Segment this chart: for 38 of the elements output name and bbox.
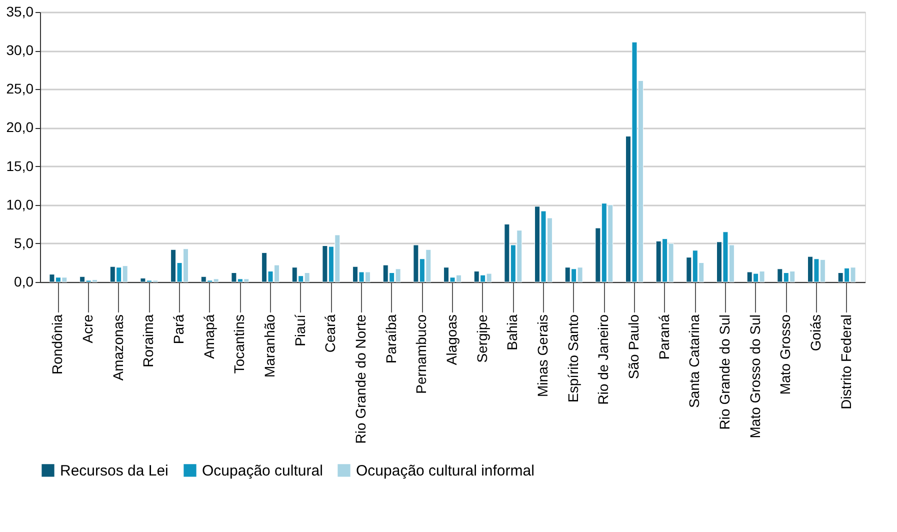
x-tick-label: Acre bbox=[80, 314, 96, 344]
x-tick-label: Espírito Santo bbox=[564, 314, 581, 402]
x-tick-label: Bahia bbox=[504, 314, 520, 350]
y-tick-label: 20,0 bbox=[6, 119, 34, 136]
x-tick-label: Amapá bbox=[200, 314, 217, 359]
x-tick-label: Roraima bbox=[140, 314, 156, 368]
x-tick-label: Paraná bbox=[656, 314, 672, 360]
x-tick-label: Paraíba bbox=[382, 314, 399, 364]
legend-label: Recursos da Lei bbox=[60, 462, 168, 480]
x-tick-label: Rio Grande do Sul bbox=[716, 314, 732, 430]
x-tick-label: Goiás bbox=[807, 314, 824, 352]
legend-label: Ocupação cultural bbox=[202, 462, 323, 480]
x-tick-label: Alagoas bbox=[444, 314, 460, 366]
y-tick-label: 5,0 bbox=[14, 234, 34, 251]
x-tick-label: Piauí bbox=[292, 314, 308, 346]
x-tick-label: Rio de Janeiro bbox=[595, 314, 612, 405]
x-tick-label: Mato Grosso do Sul bbox=[746, 314, 763, 438]
x-tick-label: Maranhão bbox=[262, 314, 278, 378]
x-tick-label: Amazonas bbox=[110, 314, 126, 381]
y-tick-label: 0,0 bbox=[14, 274, 34, 290]
x-tick-label: Ceará bbox=[322, 314, 338, 353]
x-tick-label: Mato Grosso bbox=[777, 314, 794, 395]
y-tick-label: 10,0 bbox=[6, 196, 34, 212]
y-tick-label: 30,0 bbox=[6, 42, 34, 58]
x-tick-label: Santa Catarina bbox=[686, 314, 702, 408]
y-tick-label: 15,0 bbox=[6, 158, 34, 174]
x-tick-label: Distrito Federal bbox=[838, 314, 854, 410]
x-tick-label: Rondônia bbox=[49, 314, 66, 374]
x-tick-label: Pernambuco bbox=[413, 314, 430, 394]
y-tick-label: 35,0 bbox=[6, 4, 34, 20]
y-tick-label: 25,0 bbox=[6, 80, 34, 97]
x-tick-label: Tocantins bbox=[231, 314, 248, 374]
x-tick-label: São Paulo bbox=[625, 314, 642, 380]
x-tick-label: Rio Grande do Norte bbox=[352, 314, 369, 444]
x-tick-label: Pará bbox=[170, 314, 187, 344]
x-tick-label: Sergipe bbox=[474, 314, 490, 363]
x-tick-label: Minas Gerais bbox=[534, 314, 550, 397]
legend-label: Ocupação cultural informal bbox=[356, 462, 534, 480]
